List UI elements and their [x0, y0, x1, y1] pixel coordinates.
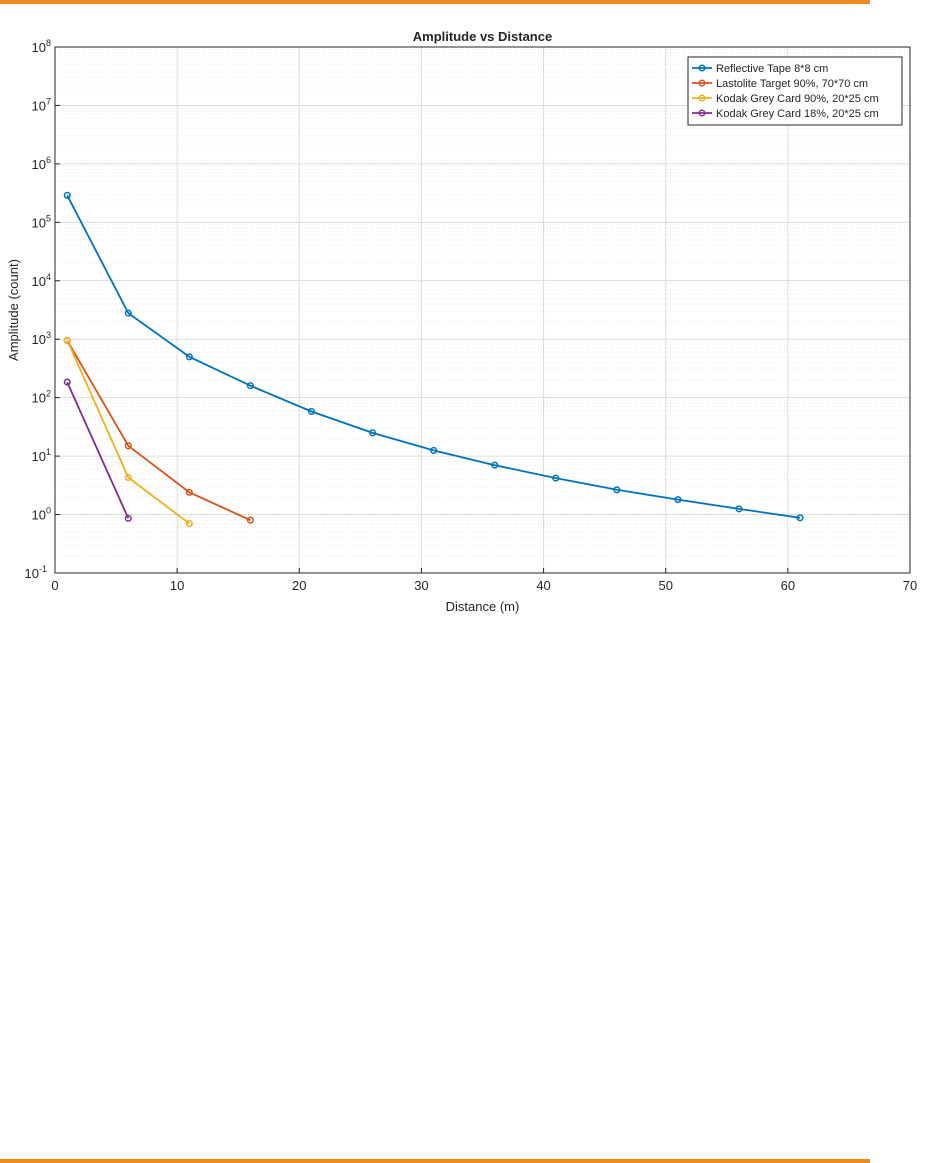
data-point [613, 486, 621, 494]
y-tick-label: 107 [32, 96, 51, 113]
x-tick-label: 50 [658, 578, 672, 593]
legend-entry-label: Kodak Grey Card 18%, 20*25 cm [716, 108, 879, 120]
data-point [246, 516, 254, 524]
legend-swatch-marker [698, 79, 706, 87]
legend-entry-label: Kodak Grey Card 90%, 20*25 cm [716, 93, 879, 105]
y-tick-label: 101 [32, 447, 51, 464]
legend-box [687, 56, 903, 126]
data-point [491, 461, 499, 469]
top-accent-rule [0, 0, 870, 4]
series-points [63, 191, 804, 528]
series-line-1 [66, 340, 251, 522]
data-point [735, 505, 743, 513]
data-point [796, 514, 804, 522]
legend-swatch-marker [698, 64, 706, 72]
data-point [552, 474, 560, 482]
x-tick-label: 70 [903, 578, 917, 593]
y-tick-label: 102 [32, 389, 51, 406]
legend-swatch-marker [698, 109, 706, 117]
data-point [63, 378, 71, 386]
legend: Reflective Tape 8*8 cm Lastolite Target 9… [687, 56, 903, 126]
x-tick-label: 60 [781, 578, 795, 593]
y-tick-label: 105 [32, 213, 51, 230]
y-tick-label: 104 [32, 272, 51, 289]
legend-entry-label: Lastolite Target 90%, 70*70 cm [716, 78, 868, 90]
amplitude-distance-chart: 0 10 20 30 40 50 60 70 10-1 100 101 102 103 104 105 10… [6, 29, 917, 614]
data-point [185, 353, 193, 361]
data-point [674, 496, 682, 504]
x-tick-label: 40 [536, 578, 550, 593]
series-line-2 [66, 339, 190, 525]
x-tick-label: 0 [51, 578, 58, 593]
x-tick-label: 10 [170, 578, 184, 593]
chart-title: Amplitude vs Distance [413, 29, 552, 44]
data-point [124, 442, 132, 450]
legend-entry-label: Reflective Tape 8*8 cm [716, 63, 828, 75]
x-tick-label: 30 [414, 578, 428, 593]
y-tick-label: 106 [32, 155, 51, 172]
x-axis-label: Distance (m) [446, 599, 520, 614]
data-point [369, 429, 377, 437]
x-tick-label: 20 [292, 578, 306, 593]
y-tick-label: 100 [32, 506, 51, 523]
major-grid [54, 46, 911, 574]
data-point [307, 407, 316, 416]
bottom-accent-rule [0, 1159, 870, 1163]
series-line-0 [66, 194, 801, 519]
series-lines [66, 194, 801, 525]
y-axis-label: Amplitude (count) [6, 259, 21, 361]
data-point [185, 520, 193, 528]
data-point [246, 382, 254, 390]
y-tick-label: 108 [32, 38, 51, 55]
y-tick-label: 103 [32, 330, 51, 347]
data-point [430, 446, 438, 454]
legend-swatch-marker [698, 94, 706, 102]
plot-frame [54, 46, 911, 574]
data-point [63, 191, 71, 199]
minor-grid [55, 49, 910, 556]
data-point [63, 336, 71, 344]
data-point [124, 514, 132, 522]
x-axis-ticks: 0 10 20 30 40 50 60 70 [51, 568, 917, 593]
data-point [124, 473, 132, 482]
data-point [185, 488, 193, 496]
series-line-3 [66, 381, 130, 519]
data-point [124, 309, 132, 317]
y-tick-label: 10-1 [25, 564, 47, 581]
